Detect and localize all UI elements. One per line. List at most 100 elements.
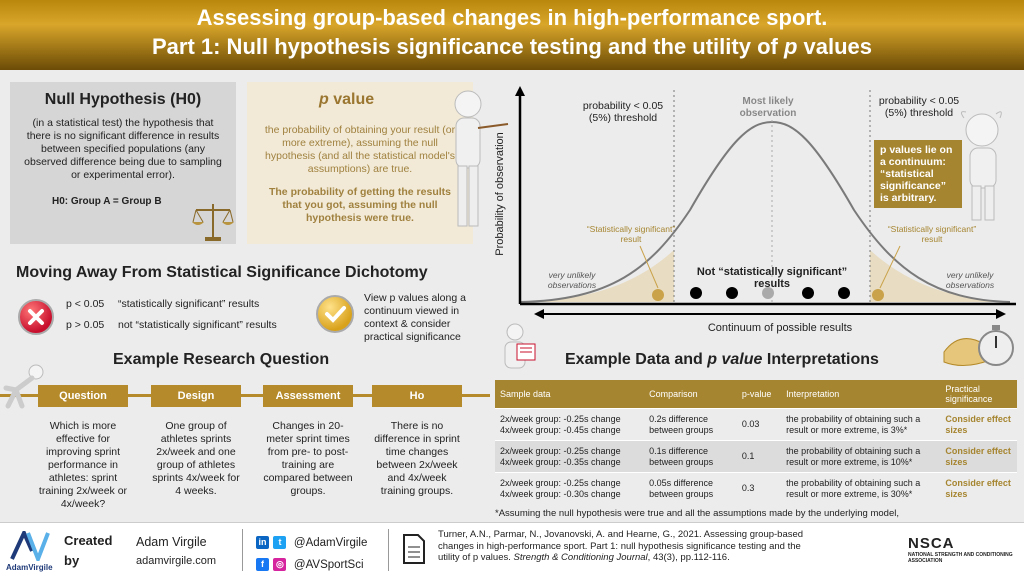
twitter-icon[interactable]: t [273,536,287,550]
unlikely-left-label: very unlikely observations [547,270,597,290]
reading-figure-icon [504,323,536,369]
null-hypothesis-definition: (in a statistical test) the hypothesis t… [24,117,222,181]
cell-sample-line-2: 4x/week group: -0.35s change [500,456,621,467]
cell-comparison: 0.2s difference between groups [644,408,737,441]
header-banner: Assessing group-based changes in high-pe… [0,0,1024,70]
cell-sample: 2x/week group: -0.25s change 4x/week grou… [495,408,645,441]
step-ho-text: There is no difference in sprint time ch… [374,420,460,497]
unlikely-right-label: very unlikely observations [945,270,995,290]
mean-point [762,287,774,299]
view-continuum-text: View p values along a continuum viewed i… [364,292,466,343]
author-name: Adam Virgile [136,535,207,549]
cell-comparison: 0.1s difference between groups [644,440,737,473]
table-row: 2x/week group: -0.25s change 4x/week grou… [495,408,1017,441]
nsca-logo-subtext: NATIONAL STRENGTH AND CONDITIONING ASSOC… [908,552,1013,564]
header-practical: Practical significance [940,380,1017,409]
cell-p: 0.1 [736,440,782,473]
x-axis-label: Continuum of possible results [707,322,853,334]
nsca-logo-text: NSCA [908,535,955,552]
table-row: 2x/week group: -0.25s change 4x/week grou… [495,440,1017,473]
reference-plain: Turner, A.N., Parmar, N., Jovanovski, A.… [438,529,804,563]
cell-practical: Consider effect sizes [940,440,1017,473]
not-sig-label: Not “statistically significant” results [696,266,848,290]
nsca-logo: NSCA NATIONAL STRENGTH AND CONDITIONING … [908,535,1016,564]
point [690,287,702,299]
thinking-figure-icon [960,111,1002,221]
cell-practical: Consider effect sizes [940,472,1017,505]
continuum-note: p values lie on a continuum: “statistica… [874,140,962,208]
sig-leader-right [879,245,901,289]
handle-1[interactable]: @AdamVirgile [293,536,368,549]
footer-divider [388,529,389,571]
null-hypothesis-card: Null Hypothesis (H0) (in a statistical t… [10,82,236,244]
title-line-2-italic: p [783,34,798,59]
left-tail-area [520,250,674,302]
cell-sample: 2x/week group: -0.25s change 4x/week grou… [495,440,645,473]
null-hypothesis-title: Null Hypothesis (H0) [44,91,202,108]
sig-point-left [652,289,664,301]
y-axis-label-wrap: Probability of observation [483,120,517,270]
row1-p: p < 0.05 [66,298,105,310]
step-assessment-text: Changes in 20-meter sprint times from pr… [263,420,353,497]
table-header-row: Sample data Comparison p-value Interpret… [495,380,1017,409]
p-value-card: p value the probability of obtaining you… [247,82,473,244]
sig-leader-left [639,245,659,289]
av-logo-text: AdamVirgile [6,563,53,572]
created-label: Created [64,533,113,548]
header-interpretation: Interpretation [781,380,941,409]
header-comparison: Comparison [644,380,737,409]
row2-p: p > 0.05 [66,319,105,331]
cell-practical: Consider effect sizes [940,408,1017,441]
p-value-title-rest: value [328,91,375,108]
social-row-2: f ◎ @AVSportSci [256,556,364,574]
cell-interpretation: the probability of obtaining such a resu… [781,440,941,473]
threshold-left-label: probability < 0.05 (5%) threshold [582,100,664,124]
table-title-prefix: Example Data and [565,351,708,368]
p-value-title-italic: p [319,91,329,108]
interpretation-table: Sample data Comparison p-value Interpret… [495,380,1017,505]
dichotomy-title: Moving Away From Statistical Significanc… [16,264,428,281]
point [726,287,738,299]
cell-sample-line-1: 2x/week group: -0.25s change [500,477,621,488]
table-row: 2x/week group: -0.25s change 4x/week grou… [495,472,1017,505]
instagram-icon[interactable]: ◎ [273,558,287,572]
point [838,287,850,299]
table-title-suffix: Interpretations [762,351,879,368]
reference-text: Turner, A.N., Parmar, N., Jovanovski, A.… [438,529,818,564]
header-sample: Sample data [495,380,645,409]
check-mark-icon [316,295,354,333]
cell-sample-line-2: 4x/week group: -0.45s change [500,424,621,435]
threshold-right-label: probability < 0.05 (5%) threshold [878,95,960,119]
cell-interpretation: the probability of obtaining such a resu… [781,408,941,441]
cell-interpretation: the probability of obtaining such a resu… [781,472,941,505]
x-mark-icon [18,299,54,335]
step-assessment-label: Assessment [263,385,353,407]
sig-right-label: “Statistically significant” result [887,224,977,244]
table-title-italic: p value [707,351,763,368]
title-line-2-suffix: values [797,34,873,59]
row2-label: not “statistically significant” results [118,319,277,331]
by-label: by [64,553,80,568]
author-site[interactable]: adamvirgile.com [136,555,217,567]
linkedin-icon[interactable]: in [256,536,269,550]
most-likely-label: Most likely observation [739,96,797,119]
table-title: Example Data and p value Interpretations [565,351,879,369]
stopwatch-icon [943,325,1014,366]
facebook-icon[interactable]: f [256,558,269,572]
step-design-label: Design [151,385,241,407]
cell-p: 0.03 [736,408,782,441]
y-axis-label: Probability of observation [494,132,506,256]
p-value-title: p value [319,91,473,109]
cell-sample-line-1: 2x/week group: -0.25s change [500,445,621,456]
cell-sample-line-1: 2x/week group: -0.25s change [500,413,621,424]
reference-end: , 43(3), pp.112-116. [647,552,730,563]
step-question-text: Which is more effective for improving sp… [38,420,128,510]
cell-sample-line-2: 4x/week group: -0.30s change [500,488,621,499]
presenter-figure-icon [454,90,509,227]
handle-2[interactable]: @AVSportSci [293,558,364,571]
step-design-text: One group of athletes sprints 2x/week an… [152,420,240,497]
timeline-line [0,394,490,397]
sig-left-label: “Statistically significant” result [586,224,676,244]
continuum-arrow-right [996,309,1006,319]
social-row-1: in t @AdamVirgile [256,534,367,552]
